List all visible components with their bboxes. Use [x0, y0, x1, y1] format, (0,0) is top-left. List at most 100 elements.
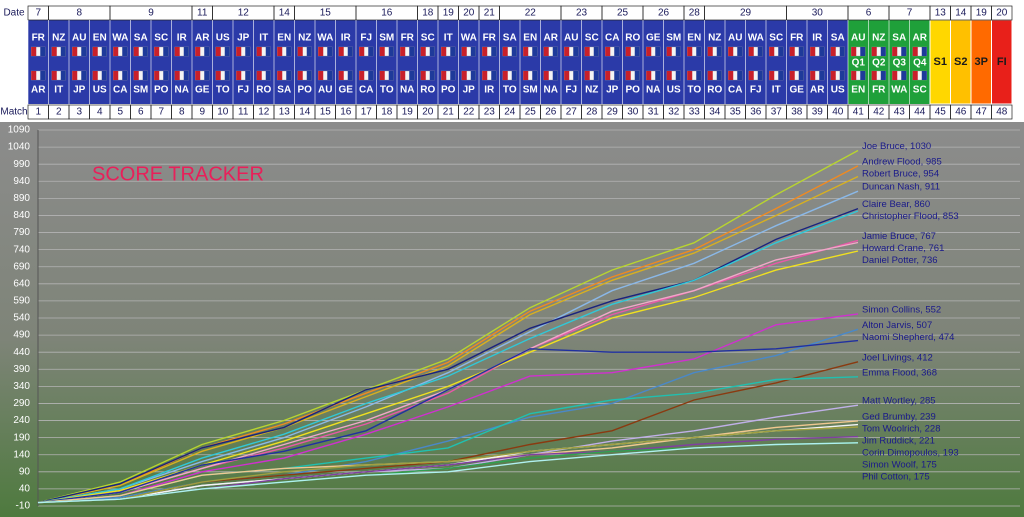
- flag-band: [154, 47, 160, 56]
- flag-band: [789, 71, 795, 80]
- series-line: [37, 426, 859, 504]
- flag-band: [388, 71, 394, 80]
- team-code: TO: [503, 85, 517, 96]
- team-code: JP: [237, 33, 250, 44]
- match-number: 5: [117, 107, 123, 118]
- flag-band: [696, 47, 702, 56]
- team-code: AR: [810, 85, 825, 96]
- team-code: IR: [484, 85, 495, 96]
- flag-band: [154, 71, 160, 80]
- date: 22: [525, 8, 537, 19]
- team-code: RO: [625, 33, 640, 44]
- team-code: JP: [463, 85, 476, 96]
- match-number: 13: [279, 107, 291, 118]
- flag-band: [532, 71, 538, 80]
- flag-band: [72, 47, 78, 56]
- team-code: SA: [831, 33, 845, 44]
- match-number: 27: [566, 107, 578, 118]
- team-code: EN: [93, 33, 107, 44]
- flag-band: [687, 47, 693, 56]
- flag-band: [564, 71, 570, 80]
- y-tick-label: -10: [16, 501, 31, 512]
- flag-band: [81, 47, 87, 56]
- flag-band: [40, 47, 46, 56]
- team-code: SC: [913, 85, 927, 96]
- team-code: FJ: [750, 85, 762, 96]
- y-tick-label: 290: [13, 398, 30, 409]
- y-tick-label: 840: [13, 210, 30, 221]
- y-tick-label: 690: [13, 261, 30, 272]
- match-number: 10: [217, 107, 229, 118]
- date: 20: [996, 8, 1008, 19]
- flag-band: [450, 71, 456, 80]
- series-end-label: Claire Bear, 860: [862, 199, 930, 210]
- flag-band: [778, 47, 784, 56]
- final-label: 3P: [975, 56, 988, 68]
- y-tick-label: 540: [13, 313, 30, 324]
- series-end-label: Naomi Shepherd, 474: [862, 332, 954, 343]
- match-number: 38: [791, 107, 803, 118]
- team-code: AR: [195, 33, 210, 44]
- team-code: GE: [790, 85, 805, 96]
- date: 14: [279, 8, 291, 19]
- flag-band: [605, 71, 611, 80]
- team-code: NZ: [585, 85, 598, 96]
- flag-band: [912, 47, 918, 56]
- team-code: NA: [544, 85, 558, 96]
- y-tick-label: 40: [19, 484, 31, 495]
- flag-band: [51, 71, 57, 80]
- series-end-label: Emma Flood, 368: [862, 367, 937, 378]
- team-code: SC: [585, 33, 599, 44]
- flag-band: [215, 47, 221, 56]
- flag-band: [318, 71, 324, 80]
- series-end-label: Joe Bruce, 1030: [862, 141, 931, 152]
- flag-band: [113, 71, 119, 80]
- flag-band: [543, 47, 549, 56]
- team-code: WA: [748, 33, 764, 44]
- y-tick-label: 940: [13, 176, 30, 187]
- team-code: SA: [503, 33, 517, 44]
- series-line: [37, 210, 859, 504]
- quarter-label: Q2: [872, 58, 886, 69]
- date: 13: [935, 8, 947, 19]
- date: 19: [443, 8, 455, 19]
- flag-band: [666, 47, 672, 56]
- match-number: 16: [340, 107, 352, 118]
- flag-band: [921, 71, 927, 80]
- flag-band: [224, 47, 230, 56]
- series-end-label: Howard Crane, 761: [862, 243, 944, 254]
- y-tick-label: 640: [13, 278, 30, 289]
- match-number: 18: [381, 107, 393, 118]
- team-code: AR: [544, 33, 559, 44]
- flag-band: [646, 71, 652, 80]
- match-number: 32: [668, 107, 680, 118]
- flag-band: [400, 71, 406, 80]
- flag-band: [133, 71, 139, 80]
- flag-band: [757, 47, 763, 56]
- flag-band: [297, 71, 303, 80]
- match-number: 48: [996, 107, 1008, 118]
- series-line: [37, 339, 859, 504]
- team-code: EN: [523, 33, 537, 44]
- flag-band: [347, 47, 353, 56]
- flag-band: [195, 47, 201, 56]
- series-end-label: Alton Jarvis, 507: [862, 320, 932, 331]
- team-code: IR: [177, 33, 188, 44]
- flag-band: [163, 47, 169, 56]
- flag-band: [737, 71, 743, 80]
- team-code: SM: [133, 85, 148, 96]
- flag-band: [614, 47, 620, 56]
- flag-band: [215, 71, 221, 80]
- series-line: [37, 175, 859, 504]
- match-number: 25: [525, 107, 537, 118]
- team-code: NA: [400, 85, 414, 96]
- flag-band: [163, 71, 169, 80]
- match-number: 41: [853, 107, 865, 118]
- team-code: GE: [646, 33, 661, 44]
- team-code: SC: [769, 33, 783, 44]
- flag-band: [31, 71, 37, 80]
- flag-band: [584, 71, 590, 80]
- team-code: IT: [259, 33, 268, 44]
- y-tick-label: 790: [13, 227, 30, 238]
- flag-band: [707, 71, 713, 80]
